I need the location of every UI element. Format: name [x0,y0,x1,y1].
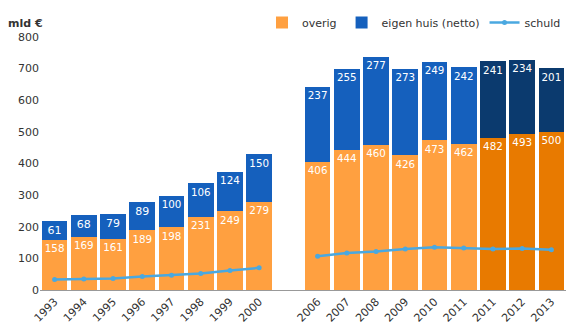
svg-text:158: 158 [45,242,65,254]
svg-text:249: 249 [220,214,240,226]
svg-text:426: 426 [395,158,415,170]
svg-text:279: 279 [249,204,269,216]
svg-text:482: 482 [483,140,503,152]
svg-text:800: 800 [18,31,39,44]
svg-text:400: 400 [18,157,39,170]
svg-text:eigen huis (netto): eigen huis (netto) [382,17,480,30]
svg-text:100: 100 [18,252,39,265]
svg-text:1998: 1998 [178,296,207,325]
svg-text:473: 473 [425,143,445,155]
svg-text:277: 277 [366,59,386,71]
svg-text:231: 231 [191,219,211,231]
svg-text:255: 255 [337,71,357,83]
svg-text:300: 300 [18,189,39,202]
svg-text:68: 68 [77,218,91,231]
svg-text:600: 600 [18,94,39,107]
svg-text:234: 234 [512,62,532,74]
svg-text:0: 0 [32,284,39,297]
svg-text:106: 106 [191,186,211,198]
svg-text:124: 124 [220,174,240,186]
svg-text:2008: 2008 [353,296,382,325]
svg-text:1994: 1994 [61,296,90,325]
svg-text:700: 700 [18,62,39,75]
svg-text:201: 201 [542,71,562,83]
svg-text:2007: 2007 [324,296,353,325]
svg-text:500: 500 [542,134,562,146]
svg-text:1996: 1996 [119,296,148,325]
svg-text:198: 198 [162,230,182,242]
svg-text:2011: 2011 [470,296,499,325]
svg-text:2013: 2013 [528,296,557,325]
svg-text:2000: 2000 [236,296,265,325]
svg-text:249: 249 [425,64,445,76]
svg-text:overig: overig [302,17,337,30]
svg-text:2012: 2012 [499,296,528,325]
svg-text:444: 444 [337,152,357,164]
svg-text:2011: 2011 [441,296,470,325]
svg-text:2006: 2006 [295,296,324,325]
svg-text:406: 406 [308,164,328,176]
svg-text:242: 242 [454,70,474,82]
svg-text:1997: 1997 [149,296,178,325]
svg-text:2009: 2009 [382,296,411,325]
svg-text:150: 150 [249,157,269,169]
svg-text:169: 169 [74,239,94,251]
svg-text:460: 460 [366,147,386,159]
svg-text:273: 273 [395,71,415,83]
svg-text:schuld: schuld [525,17,561,30]
svg-text:237: 237 [308,89,328,101]
svg-text:493: 493 [512,136,532,148]
svg-text:2010: 2010 [412,296,441,325]
svg-text:1993: 1993 [32,296,61,325]
svg-text:61: 61 [48,224,62,237]
svg-text:89: 89 [135,205,149,218]
svg-text:241: 241 [483,64,503,76]
svg-text:161: 161 [103,241,123,253]
svg-text:500: 500 [18,126,39,139]
svg-text:462: 462 [454,146,474,158]
svg-text:1999: 1999 [207,296,236,325]
svg-text:189: 189 [132,233,152,245]
svg-text:200: 200 [18,221,39,234]
svg-text:100: 100 [162,198,182,210]
svg-text:mld €: mld € [8,17,43,30]
svg-text:79: 79 [106,217,120,230]
svg-text:1995: 1995 [90,296,119,325]
